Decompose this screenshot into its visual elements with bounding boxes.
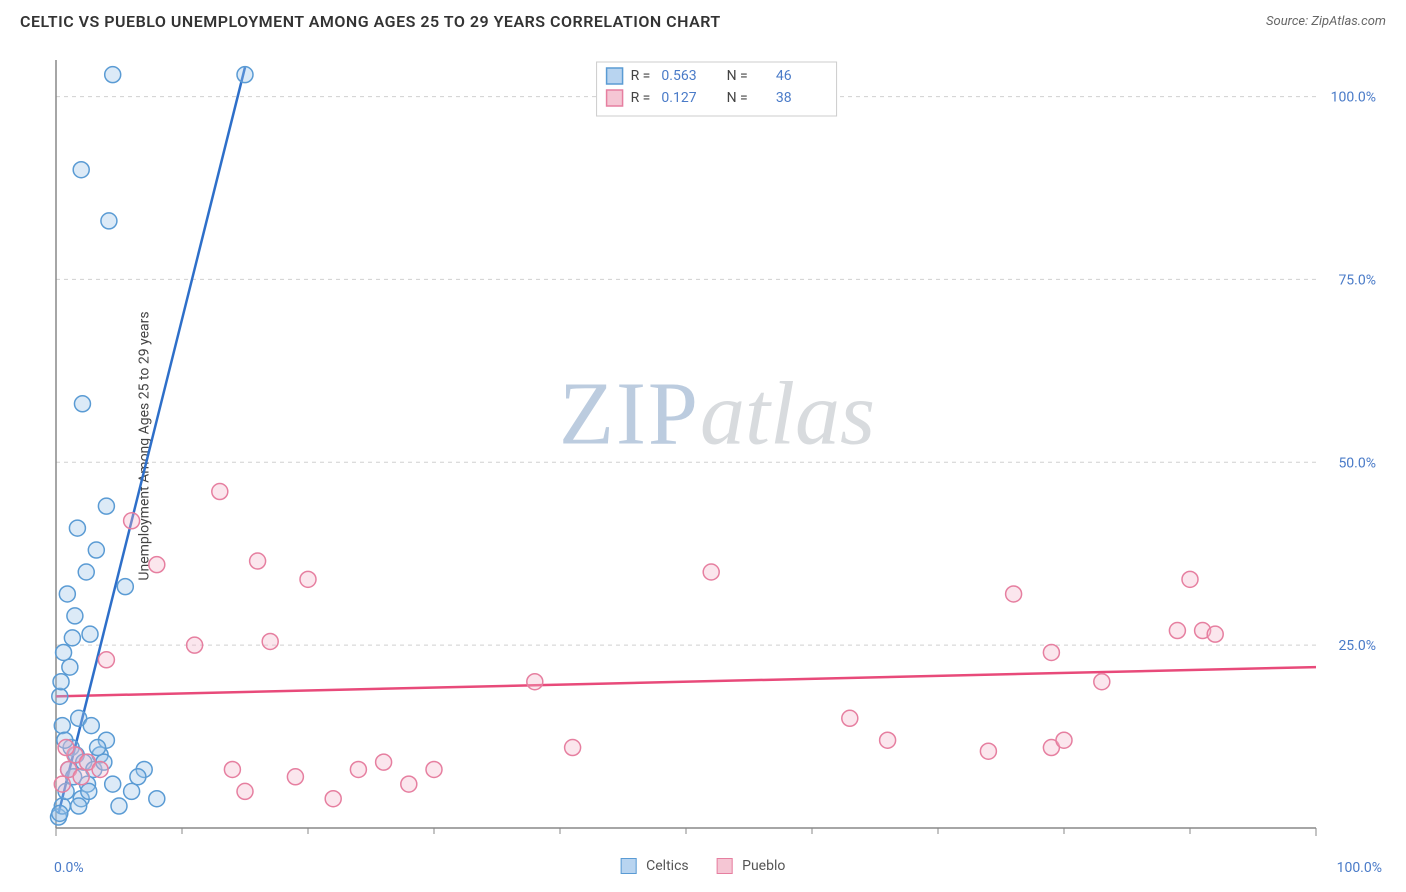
svg-text:38: 38 <box>776 90 792 106</box>
svg-text:50.0%: 50.0% <box>1338 455 1376 471</box>
x-axis-legend: Celtics Pueblo <box>621 858 786 874</box>
x-tick-min: 0.0% <box>54 860 84 876</box>
pueblo-label: Pueblo <box>742 858 785 874</box>
x-tick-max: 100.0% <box>1337 860 1382 876</box>
celtics-swatch-icon <box>621 858 637 874</box>
svg-text:100.0%: 100.0% <box>1331 90 1376 106</box>
source-label: Source: ZipAtlas.com <box>1266 14 1386 29</box>
svg-text:0.563: 0.563 <box>661 68 696 84</box>
svg-text:R =: R = <box>631 90 651 106</box>
chart-area: ZIPatlas 25.0%50.0%75.0%100.0%R =0.563N … <box>48 50 1386 842</box>
svg-text:R =: R = <box>631 68 651 84</box>
svg-text:N =: N = <box>727 68 748 84</box>
svg-text:46: 46 <box>776 68 792 84</box>
legend-item-celtics: Celtics <box>621 858 689 874</box>
svg-text:0.127: 0.127 <box>661 90 696 106</box>
svg-text:75.0%: 75.0% <box>1338 272 1376 288</box>
celtics-label: Celtics <box>646 858 688 874</box>
svg-text:N =: N = <box>727 90 748 106</box>
svg-text:25.0%: 25.0% <box>1338 638 1376 654</box>
legend-item-pueblo: Pueblo <box>717 858 786 874</box>
pueblo-swatch-icon <box>717 858 733 874</box>
chart-title: CELTIC VS PUEBLO UNEMPLOYMENT AMONG AGES… <box>20 12 721 31</box>
scatter-plot: 25.0% 50.0% 75.0% 100.0% R = 0.563 N = 46 R = 0.1… <box>48 50 1386 842</box>
